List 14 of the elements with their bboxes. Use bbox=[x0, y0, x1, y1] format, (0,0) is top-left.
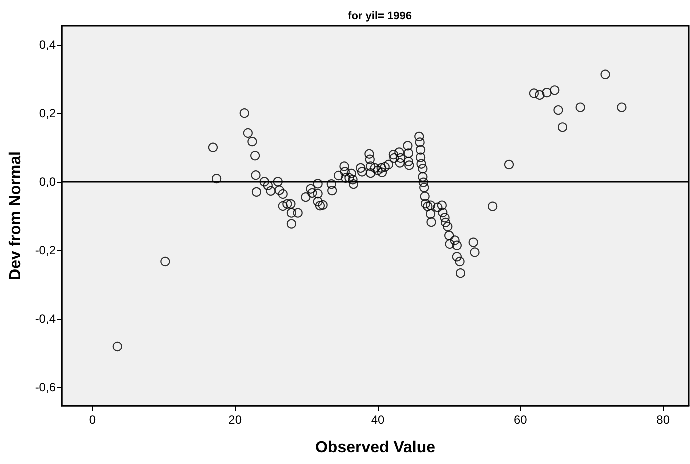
x-tick-label: 80 bbox=[656, 413, 670, 427]
x-tick-label: 0 bbox=[89, 413, 96, 427]
y-tick-label: -0,6 bbox=[35, 380, 56, 394]
x-tick-label: 20 bbox=[228, 413, 242, 427]
x-tick-label: 60 bbox=[514, 413, 528, 427]
y-tick-label: -0,4 bbox=[35, 312, 56, 326]
y-axis-title: Dev from Normal bbox=[8, 152, 24, 280]
y-tick-label: -0,2 bbox=[35, 243, 56, 258]
y-tick-label: 0,2 bbox=[39, 106, 56, 120]
x-axis-title: Observed Value bbox=[315, 440, 436, 456]
chart-title: for yil= 1996 bbox=[348, 10, 412, 22]
y-tick-label: 0,4 bbox=[39, 38, 56, 52]
x-tick-label: 40 bbox=[371, 413, 385, 427]
y-tick-label: 0,0 bbox=[39, 174, 56, 189]
